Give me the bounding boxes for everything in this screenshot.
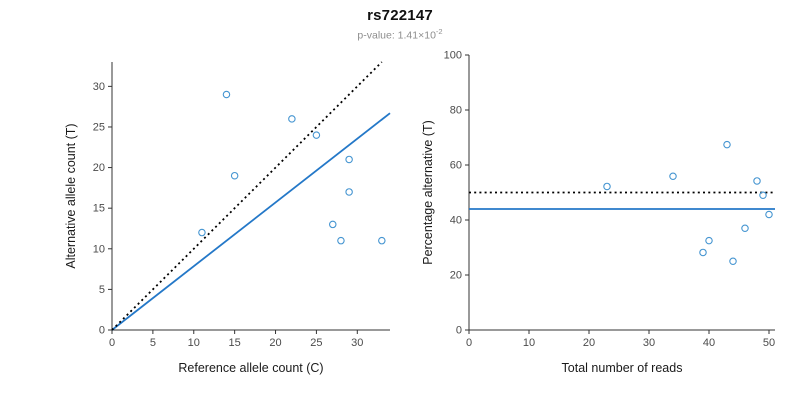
data-point	[337, 236, 345, 245]
y-axis-label: Alternative allele count (T)	[64, 123, 78, 268]
x-tick-label: 20	[269, 337, 281, 349]
x-tick-label: 30	[643, 337, 655, 349]
y-tick-label: 30	[93, 81, 105, 93]
regression-line	[111, 112, 391, 331]
data-point	[753, 177, 761, 185]
figure-subtitle: p-value: 1.41×10-2	[0, 27, 800, 42]
data-point	[723, 140, 731, 149]
x-tick-label: 40	[703, 337, 715, 349]
data-point	[312, 131, 321, 139]
y-tick-label: 20	[450, 270, 462, 282]
data-point	[230, 171, 239, 180]
figure-title: rs722147	[367, 7, 433, 24]
data-point	[765, 210, 773, 219]
data-point	[378, 236, 386, 245]
x-axis-label: Total number of reads	[562, 361, 683, 375]
x-tick-label: 10	[523, 337, 535, 349]
x-tick-label: 0	[109, 337, 115, 349]
y-tick-label: 25	[93, 121, 105, 133]
y-tick-label: 60	[450, 160, 462, 172]
x-tick-label: 20	[583, 337, 595, 349]
data-point	[222, 90, 231, 99]
y-tick-label: 20	[93, 162, 105, 174]
data-point	[699, 248, 707, 257]
x-tick-label: 5	[150, 337, 156, 349]
figure-header: rs722147 p-value: 1.41×10-2	[0, 7, 800, 42]
data-point	[669, 172, 677, 181]
percentage-vs-reads-panel: 0 10 20 30 40 50 0 20 40 60 80 100 Total number of r…	[421, 50, 775, 376]
x-tick-label: 15	[229, 337, 241, 349]
y-tick-label: 15	[93, 203, 105, 215]
x-tick-label: 25	[310, 337, 322, 349]
data-point	[603, 182, 611, 191]
y-axis-label: Percentage alternative (T)	[421, 120, 435, 265]
x-axis-label: Reference allele count (C)	[178, 361, 323, 375]
data-point	[345, 188, 353, 196]
data-point	[345, 155, 353, 164]
y-tick-label: 100	[444, 50, 462, 62]
pvalue-exponent: -2	[435, 27, 443, 36]
x-tick-label: 50	[763, 337, 775, 349]
y-tick-label: 0	[99, 325, 105, 337]
data-point	[329, 220, 337, 229]
allele-counts-panel: 0 5 10 15 20 25 30 0 5 10 15 20 25 30 Reference allele…	[64, 61, 391, 375]
data-point	[705, 236, 713, 245]
data-point	[288, 115, 296, 123]
pvalue-text: p-value: 1.41×10	[357, 29, 436, 42]
x-tick-label: 0	[466, 337, 472, 349]
identity-line	[111, 61, 383, 331]
y-tick-label: 40	[450, 215, 462, 227]
data-point	[729, 257, 737, 265]
data-point	[198, 228, 206, 237]
y-tick-label: 80	[450, 105, 462, 117]
y-tick-label: 5	[99, 284, 105, 296]
x-tick-label: 30	[351, 337, 363, 349]
y-tick-label: 10	[93, 243, 105, 255]
x-tick-label: 10	[188, 337, 200, 349]
data-point	[741, 224, 749, 233]
y-tick-label: 0	[456, 325, 462, 337]
data-point	[759, 191, 767, 200]
